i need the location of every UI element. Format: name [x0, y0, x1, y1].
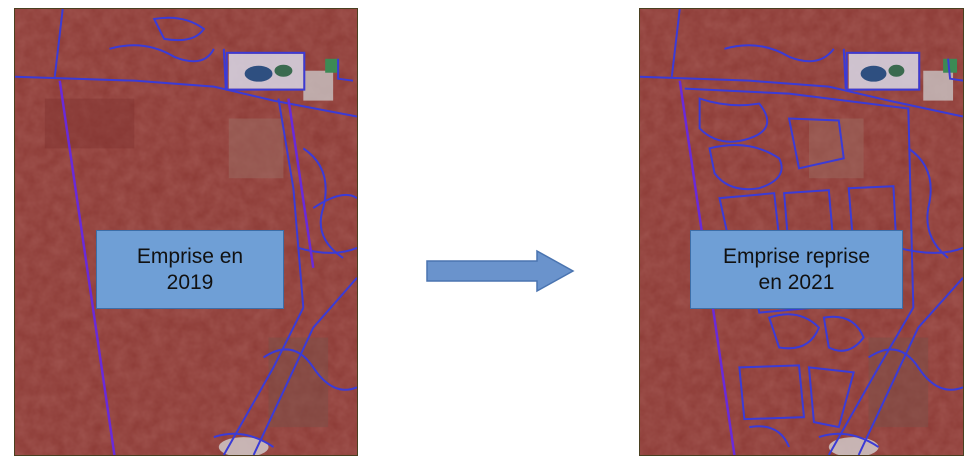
label-emprise-reprise-2021-line2: en 2021 [758, 270, 835, 294]
label-emprise-2019-line1: Emprise en [136, 244, 244, 268]
label-emprise-reprise-2021-line1: Emprise reprise [722, 244, 871, 268]
aerial-image-2019: Emprise en 2019 [14, 8, 358, 456]
aerial-image-2021: Emprise reprise en 2021 [639, 8, 964, 456]
label-emprise-2019-line2: 2019 [166, 270, 214, 294]
right-arrow-icon [426, 249, 575, 293]
label-emprise-2019: Emprise en 2019 [96, 230, 284, 309]
label-emprise-reprise-2021: Emprise reprise en 2021 [690, 230, 903, 309]
